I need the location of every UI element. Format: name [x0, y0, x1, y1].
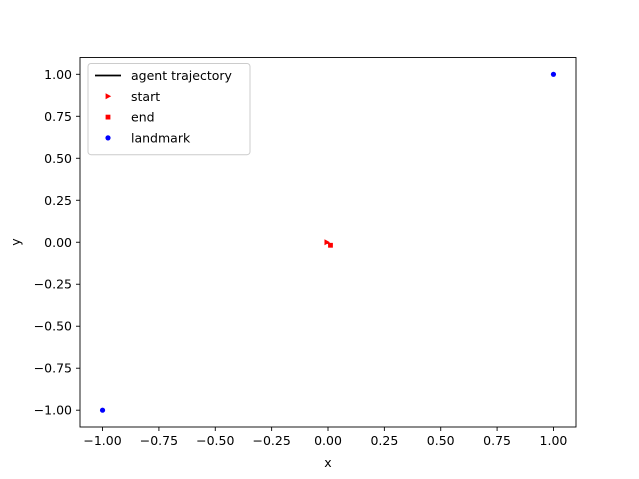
landmark-point	[550, 71, 557, 77]
legend-box	[87, 63, 251, 156]
y-tick-label: −0.75	[34, 361, 72, 376]
y-tick-label: −1.00	[34, 403, 72, 418]
legend-end-swatch	[105, 114, 111, 120]
x-tick-label: 0.25	[370, 433, 398, 448]
legend-landmark-label: landmark	[131, 130, 191, 145]
plot-frame	[79, 57, 577, 428]
x-tick-label: 0.50	[427, 433, 455, 448]
x-tick-label: −1.00	[83, 433, 121, 448]
landmark-point	[99, 407, 106, 413]
y-tick-label: 0.25	[44, 193, 72, 208]
x-tick-label: −0.75	[140, 433, 178, 448]
legend-landmark-swatch	[105, 135, 111, 141]
x-tick-label: 0.75	[483, 433, 511, 448]
y-tick-label: −0.25	[34, 277, 72, 292]
y-tick-label: −0.50	[34, 319, 72, 334]
y-axis-ticks: −1.00 −0.75 −0.50 −0.25 0.00 0.25 0.50 0.75 1.00	[34, 67, 80, 418]
x-tick-label: 1.00	[540, 433, 568, 448]
x-axis-label: x	[324, 455, 331, 470]
y-tick-label: 1.00	[44, 67, 72, 82]
x-axis-ticks: −1.00 −0.75 −0.50 −0.25 0.00 0.25 0.50 0.75 1.00	[83, 427, 567, 448]
y-axis-label: y	[8, 238, 23, 246]
legend-agent-trajectory-label: agent trajectory	[131, 68, 233, 83]
legend-start-swatch	[105, 93, 112, 100]
x-tick-label: 0.00	[314, 433, 342, 448]
start-point	[324, 239, 331, 246]
x-tick-label: −0.50	[196, 433, 234, 448]
y-tick-label: 0.75	[44, 109, 72, 124]
end-point	[328, 242, 333, 248]
legend: agent trajectory start end landmark	[87, 63, 251, 156]
x-tick-label: −0.25	[252, 433, 290, 448]
y-tick-label: 0.00	[44, 235, 72, 250]
legend-start-label: start	[131, 89, 160, 104]
series-layer	[99, 71, 557, 413]
legend-end-label: end	[131, 110, 155, 125]
y-tick-label: 0.50	[44, 151, 72, 166]
